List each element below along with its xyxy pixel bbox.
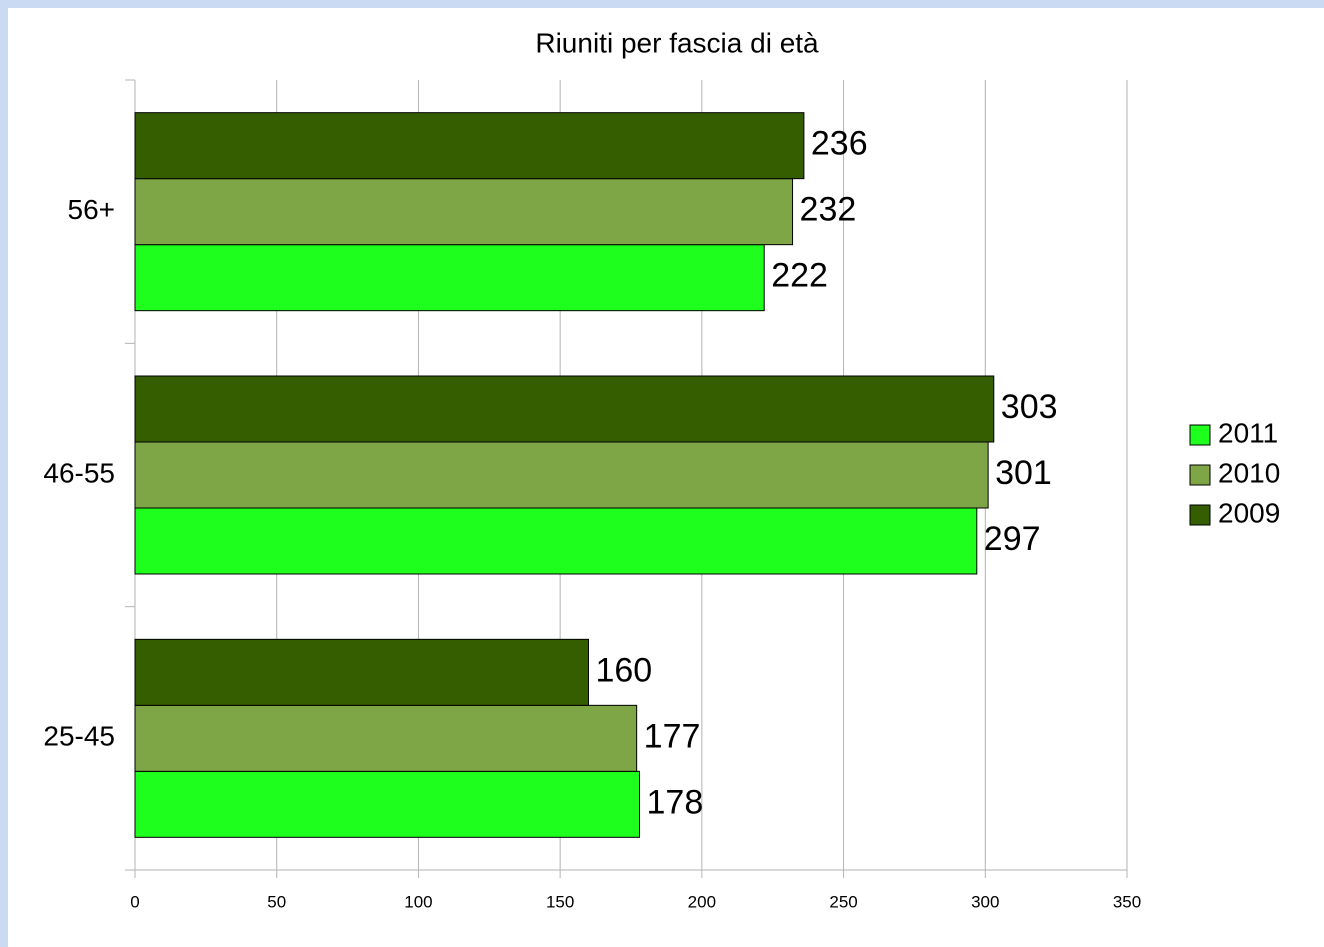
bar bbox=[134, 770, 641, 838]
x-tick-label: 250 bbox=[829, 892, 857, 911]
data-label: 297 bbox=[984, 520, 1041, 558]
bar bbox=[134, 244, 765, 312]
bar bbox=[134, 638, 589, 706]
y-tick-label: 56+ bbox=[68, 194, 116, 225]
y-tick-label: 46-55 bbox=[43, 457, 115, 488]
x-tick-label: 50 bbox=[267, 892, 286, 911]
x-tick-label: 200 bbox=[688, 892, 716, 911]
data-label: 160 bbox=[595, 651, 652, 689]
bar bbox=[134, 375, 995, 443]
legend-swatch bbox=[1189, 424, 1211, 446]
data-label: 178 bbox=[647, 783, 704, 821]
x-tick-label: 350 bbox=[1113, 892, 1141, 911]
y-tick-label: 25-45 bbox=[43, 721, 115, 752]
bar bbox=[134, 112, 805, 180]
data-label: 222 bbox=[771, 257, 828, 295]
x-tick-label: 300 bbox=[971, 892, 999, 911]
data-label: 177 bbox=[644, 717, 701, 755]
legend-swatch bbox=[1189, 504, 1211, 526]
bar bbox=[134, 507, 978, 575]
chart-title: Riuniti per fascia di età bbox=[535, 27, 819, 58]
x-tick-label: 100 bbox=[404, 892, 432, 911]
x-tick-label: 0 bbox=[130, 892, 139, 911]
bar bbox=[134, 178, 794, 246]
data-label: 303 bbox=[1001, 388, 1058, 426]
bar bbox=[134, 441, 989, 509]
bar bbox=[134, 704, 638, 772]
x-tick-label: 150 bbox=[546, 892, 574, 911]
legend-label: 2009 bbox=[1218, 497, 1280, 528]
legend-label: 2011 bbox=[1218, 417, 1278, 448]
data-label: 301 bbox=[995, 454, 1052, 492]
data-label: 236 bbox=[811, 125, 868, 163]
data-label: 232 bbox=[800, 191, 857, 229]
legend-label: 2010 bbox=[1218, 457, 1280, 488]
legend-swatch bbox=[1189, 464, 1211, 486]
